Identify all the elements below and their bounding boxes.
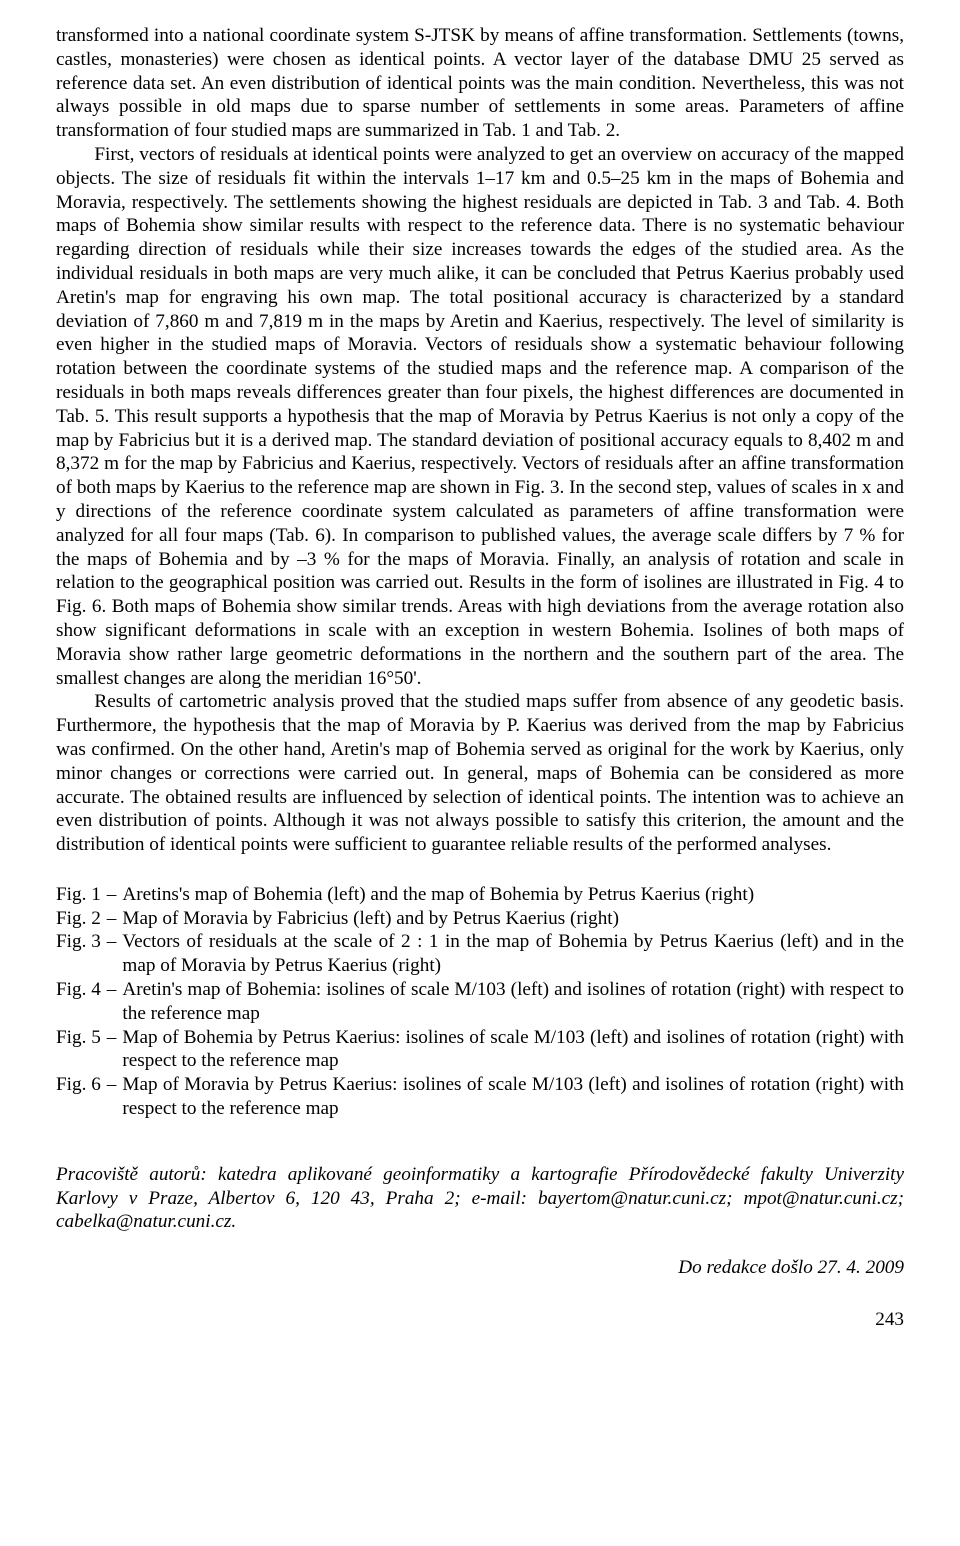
figure-description: Map of Moravia by Fabricius (left) and b… [122, 907, 904, 931]
separator: – [101, 930, 123, 954]
author-affiliation: Pracoviště autorů: katedra aplikované ge… [56, 1163, 904, 1234]
figure-label: Fig. 3 [56, 930, 101, 954]
figure-caption-list: Fig. 1 – Aretins's map of Bohemia (left)… [56, 883, 904, 1121]
figure-caption: Fig. 2 – Map of Moravia by Fabricius (le… [56, 907, 904, 931]
figure-label: Fig. 5 [56, 1026, 101, 1050]
figure-caption: Fig. 5 – Map of Bohemia by Petrus Kaeriu… [56, 1026, 904, 1074]
figure-label: Fig. 2 [56, 907, 101, 931]
body-paragraph: transformed into a national coordinate s… [56, 24, 904, 143]
page-number: 243 [56, 1308, 904, 1332]
figure-description: Map of Bohemia by Petrus Kaerius: isolin… [122, 1026, 904, 1074]
separator: – [101, 1026, 123, 1050]
figure-description: Vectors of residuals at the scale of 2 :… [122, 930, 904, 978]
body-paragraph: First, vectors of residuals at identical… [56, 143, 904, 690]
figure-caption: Fig. 3 – Vectors of residuals at the sca… [56, 930, 904, 978]
figure-description: Aretins's map of Bohemia (left) and the … [122, 883, 904, 907]
figure-caption: Fig. 1 – Aretins's map of Bohemia (left)… [56, 883, 904, 907]
figure-description: Aretin's map of Bohemia: isolines of sca… [122, 978, 904, 1026]
figure-label: Fig. 6 [56, 1073, 101, 1097]
figure-caption: Fig. 4 – Aretin's map of Bohemia: isolin… [56, 978, 904, 1026]
separator: – [101, 883, 123, 907]
figure-caption: Fig. 6 – Map of Moravia by Petrus Kaeriu… [56, 1073, 904, 1121]
separator: – [101, 1073, 123, 1097]
figure-label: Fig. 4 [56, 978, 101, 1002]
received-date: Do redakce došlo 27. 4. 2009 [56, 1256, 904, 1280]
body-paragraph: Results of cartometric analysis proved t… [56, 690, 904, 857]
separator: – [101, 907, 123, 931]
figure-description: Map of Moravia by Petrus Kaerius: isolin… [122, 1073, 904, 1121]
separator: – [101, 978, 123, 1002]
figure-label: Fig. 1 [56, 883, 101, 907]
